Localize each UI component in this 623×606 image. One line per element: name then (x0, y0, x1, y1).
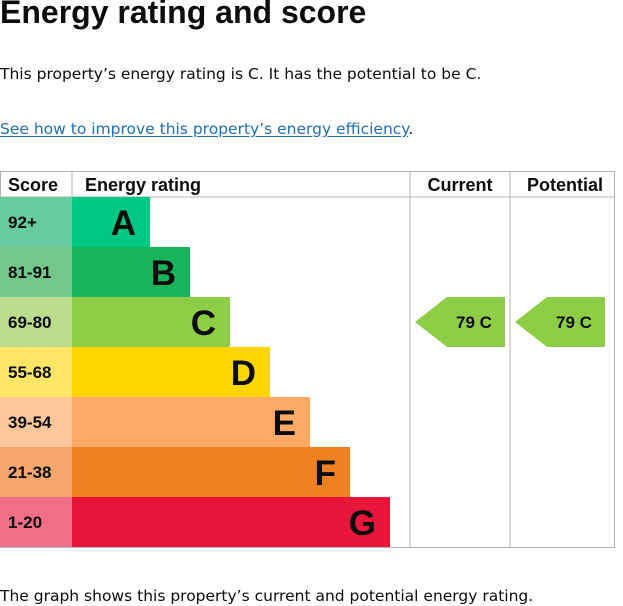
band-row-f: 21-38 F (0, 447, 350, 497)
header-energy-rating: Energy rating (85, 175, 201, 195)
band-row-b: 81-91 B (0, 247, 190, 297)
rating-summary: This property’s energy rating is C. It h… (0, 65, 482, 83)
band-bar (72, 297, 230, 347)
band-letter: F (315, 454, 336, 493)
energy-rating-chart: Score Energy rating Current Potential 92… (0, 171, 615, 548)
band-letter: B (151, 254, 176, 293)
header-current: Current (427, 175, 492, 195)
band-score-cell (0, 397, 72, 447)
potential-rating-label: 79 C (556, 313, 592, 332)
potential-rating-arrow-shape (515, 297, 605, 347)
rating-bands: 92+ A 81-91 B 69-80 C 55-68 D 39-54 E 21-38 F 1-20 G (0, 197, 390, 547)
band-row-e: 39-54 E (0, 397, 310, 447)
band-score-cell (0, 447, 72, 497)
current-rating-label: 79 C (456, 313, 492, 332)
band-row-g: 1-20 G (0, 497, 390, 547)
chart-caption: The graph shows this property’s current … (0, 587, 534, 605)
band-score-range: 81-91 (8, 263, 51, 282)
current-rating-arrow-shape (415, 297, 505, 347)
band-bar (72, 397, 310, 447)
band-score-cell (0, 197, 72, 247)
band-score-range: 39-54 (8, 413, 52, 432)
band-row-a: 92+ A (0, 197, 150, 247)
band-bar (72, 447, 350, 497)
band-score-range: 21-38 (8, 463, 51, 482)
band-score-cell (0, 297, 72, 347)
improve-paragraph: See how to improve this property’s energ… (0, 119, 413, 139)
improve-efficiency-link[interactable]: See how to improve this property’s energ… (0, 120, 409, 138)
band-row-d: 55-68 D (0, 347, 270, 397)
band-letter: A (111, 204, 136, 243)
band-bar (72, 247, 190, 297)
band-score-cell (0, 497, 72, 547)
band-bar (72, 497, 390, 547)
band-score-range: 69-80 (8, 313, 51, 332)
header-potential: Potential (527, 175, 603, 195)
band-row-c: 69-80 C (0, 297, 230, 347)
page-title: Energy rating and score (0, 0, 367, 30)
band-letter: C (191, 304, 216, 343)
improve-suffix: . (408, 120, 414, 138)
band-letter: E (273, 404, 296, 443)
band-score-range: 55-68 (8, 363, 51, 382)
band-score-range: 1-20 (8, 513, 42, 532)
header-score: Score (8, 175, 58, 195)
band-bar (72, 197, 150, 247)
band-score-range: 92+ (8, 213, 37, 232)
band-letter: G (349, 504, 376, 543)
band-letter: D (231, 354, 256, 393)
potential-rating-arrow: 79 C (515, 297, 605, 347)
current-rating-arrow: 79 C (415, 297, 505, 347)
band-bar (72, 347, 270, 397)
band-score-cell (0, 347, 72, 397)
band-score-cell (0, 247, 72, 297)
